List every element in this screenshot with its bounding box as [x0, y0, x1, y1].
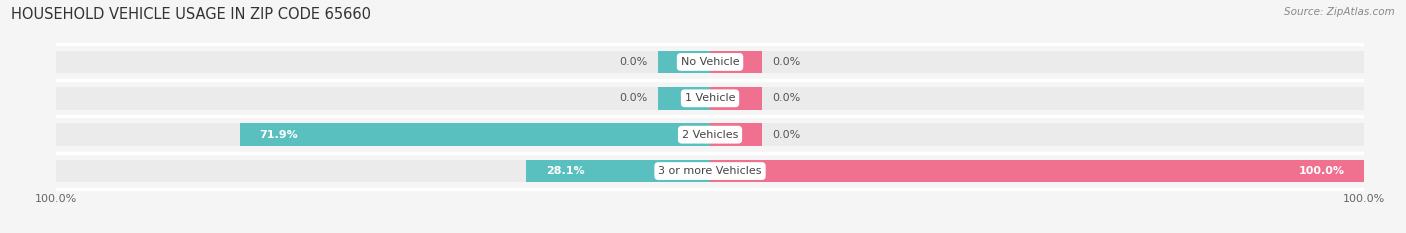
Text: 0.0%: 0.0%: [772, 93, 800, 103]
Text: 28.1%: 28.1%: [546, 166, 585, 176]
Bar: [56, 51, 1364, 73]
Bar: [526, 160, 710, 182]
Text: 0.0%: 0.0%: [620, 57, 648, 67]
Bar: [710, 160, 1364, 182]
Bar: [240, 123, 710, 146]
Bar: [56, 160, 1364, 182]
Text: 71.9%: 71.9%: [260, 130, 298, 140]
Bar: [710, 51, 762, 73]
Text: 0.0%: 0.0%: [620, 93, 648, 103]
Bar: [658, 87, 710, 110]
Text: 3 or more Vehicles: 3 or more Vehicles: [658, 166, 762, 176]
Text: 0.0%: 0.0%: [772, 57, 800, 67]
Bar: [710, 123, 762, 146]
Bar: [658, 51, 710, 73]
Bar: [56, 87, 1364, 110]
Text: Source: ZipAtlas.com: Source: ZipAtlas.com: [1284, 7, 1395, 17]
Text: 0.0%: 0.0%: [772, 130, 800, 140]
Bar: [56, 123, 1364, 146]
Text: HOUSEHOLD VEHICLE USAGE IN ZIP CODE 65660: HOUSEHOLD VEHICLE USAGE IN ZIP CODE 6566…: [11, 7, 371, 22]
Bar: [710, 87, 762, 110]
Text: 1 Vehicle: 1 Vehicle: [685, 93, 735, 103]
Text: 100.0%: 100.0%: [1298, 166, 1344, 176]
Text: No Vehicle: No Vehicle: [681, 57, 740, 67]
Text: 2 Vehicles: 2 Vehicles: [682, 130, 738, 140]
